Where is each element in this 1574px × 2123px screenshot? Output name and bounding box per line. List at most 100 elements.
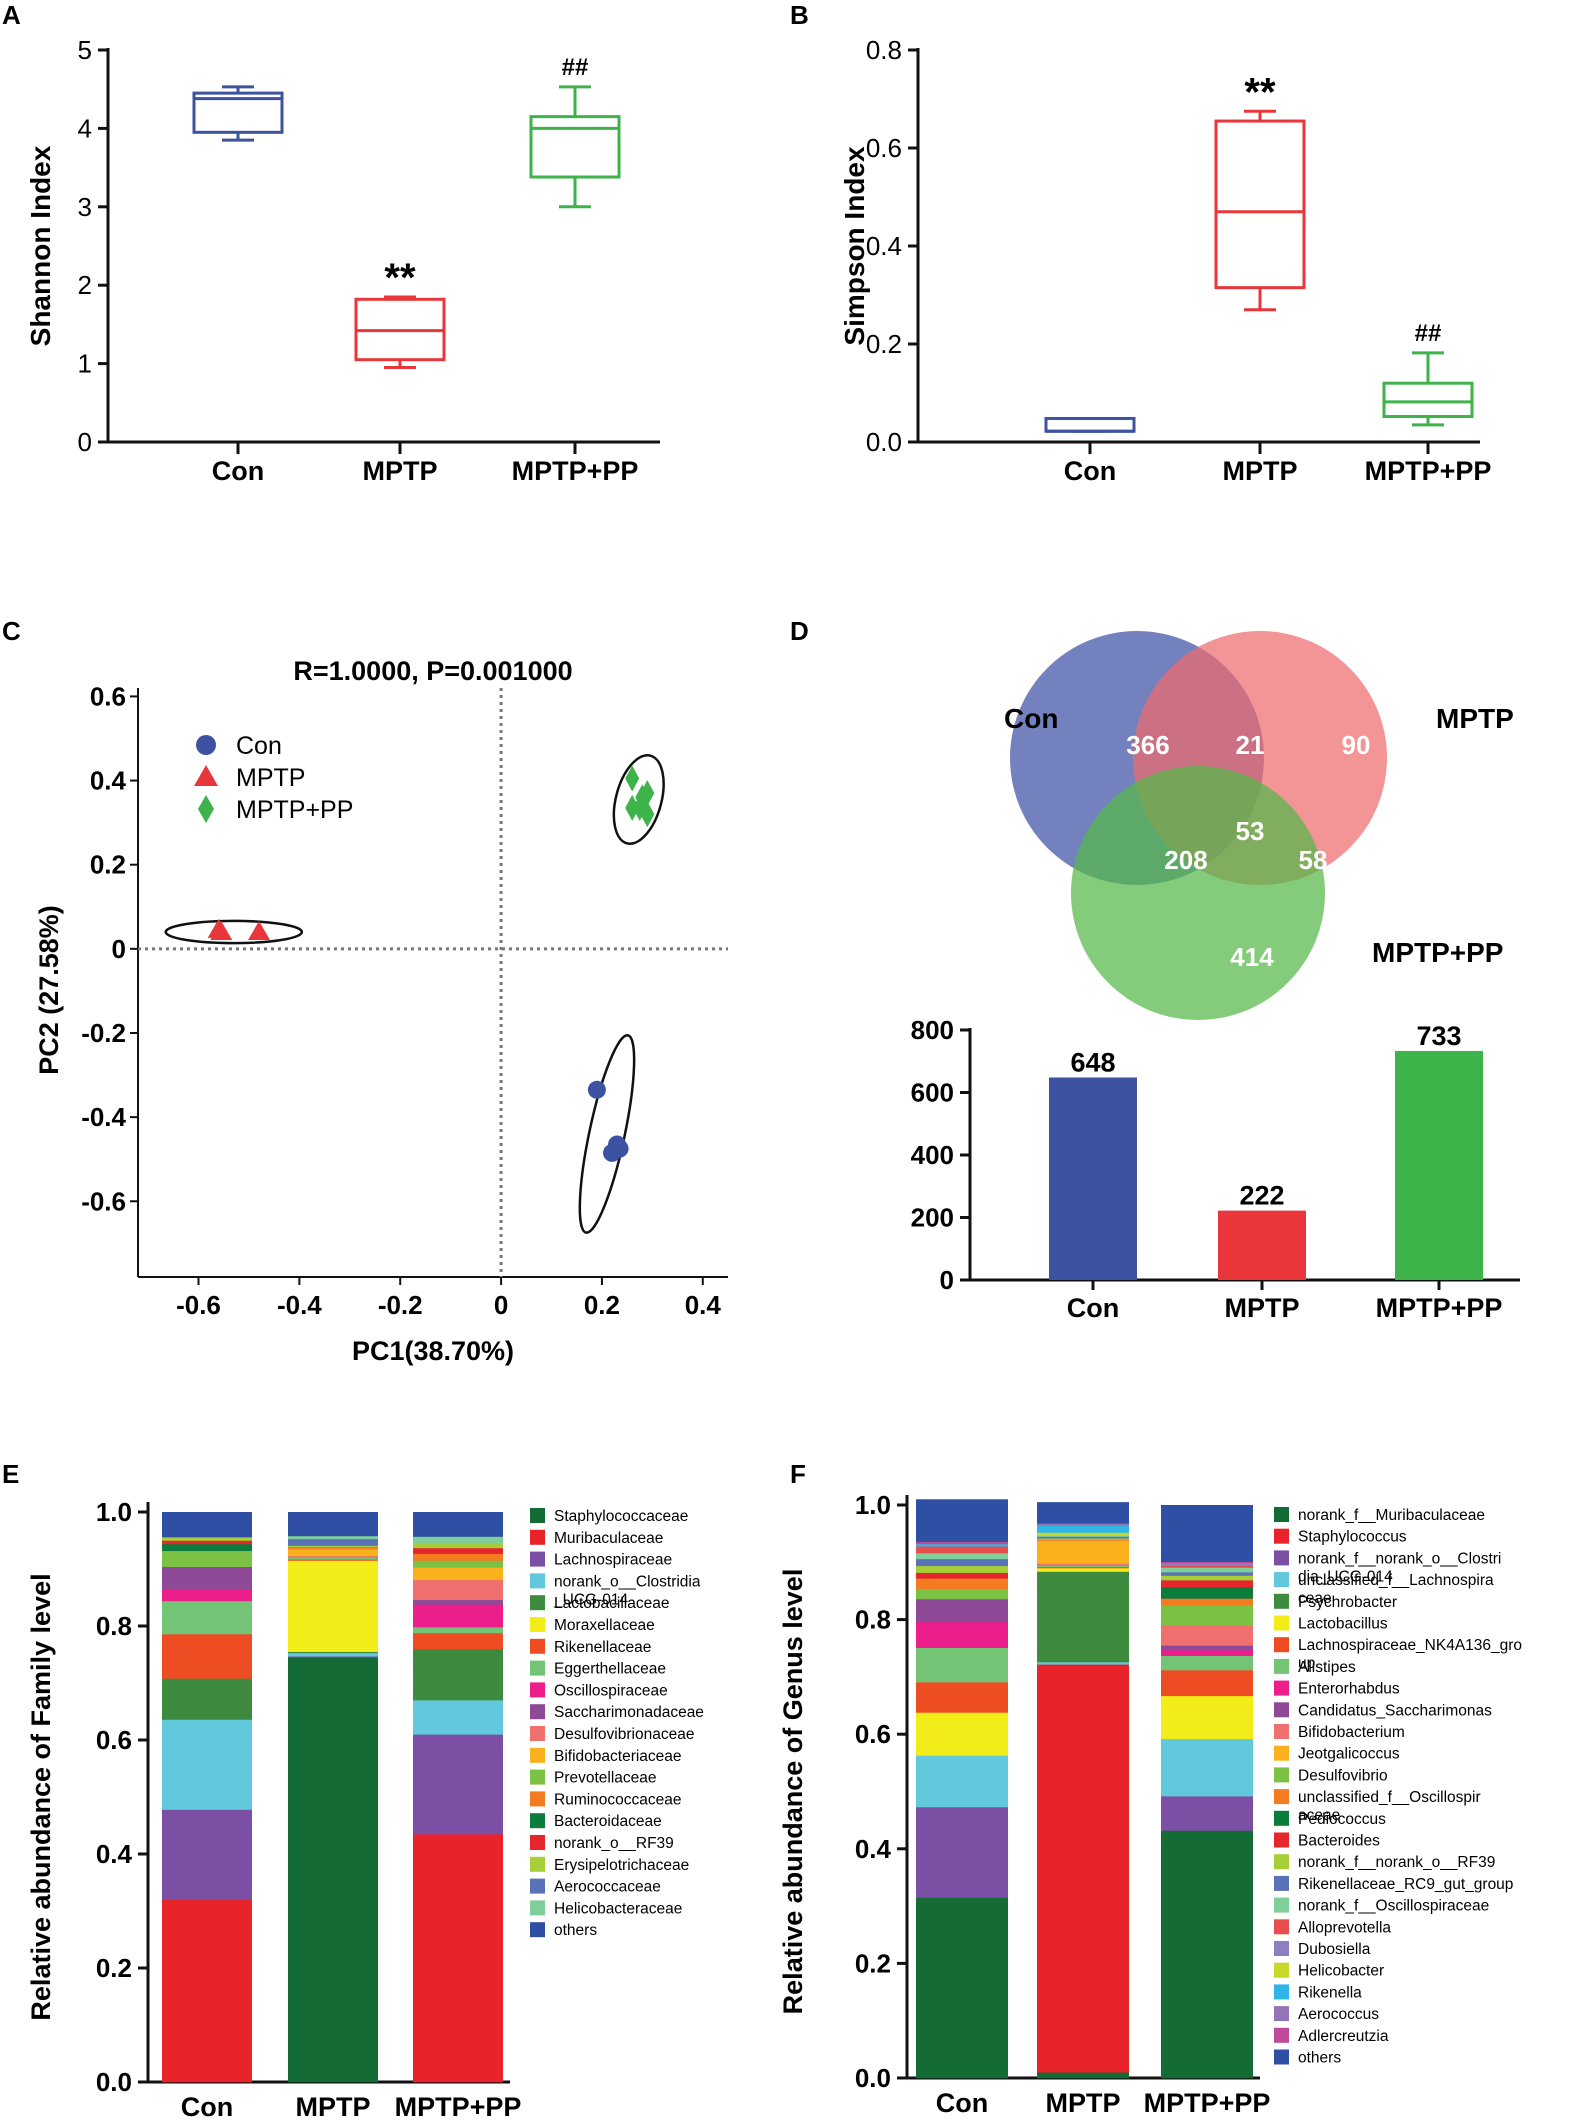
y-tick-label: 0.2: [866, 329, 902, 359]
legend-swatch: [530, 1660, 545, 1676]
stacked-segment: [1037, 1525, 1129, 1533]
stacked-segment: [1161, 1796, 1253, 1831]
legend-swatch: [1274, 1962, 1289, 1978]
panel-label-e: E: [2, 1459, 19, 1489]
bar: [1395, 1050, 1483, 1280]
stacked-segment: [1037, 1538, 1129, 1540]
legend-label: Prevotellaceae: [554, 1770, 657, 1787]
y-tick-label: 0.8: [866, 35, 902, 65]
legend-label: norank_o__Clostridia _UCG-014: [553, 1573, 701, 1608]
stacked-segment: [162, 1899, 252, 2083]
legend-swatch: [1274, 1919, 1289, 1935]
stacked-segment: [413, 1512, 503, 1537]
stacked-segment: [916, 1553, 1008, 1560]
legend-swatch: [1274, 1637, 1289, 1653]
box: [1044, 416, 1136, 433]
simpson-boxplot: 0.0 0.2 0.4 0.6 0.8 Simpson Index Con MPTP ** MPT…: [839, 35, 1491, 486]
data-point: [210, 921, 233, 941]
legend-swatch: [1274, 1832, 1289, 1848]
panel-label-d: D: [790, 616, 809, 646]
x-tick-label: MPTP: [362, 456, 437, 486]
legend-label: Muribaculaceae: [554, 1530, 663, 1547]
stacked-segment: [916, 1897, 1008, 2079]
legend-swatch: [530, 1682, 545, 1698]
legend-swatch: [530, 1922, 545, 1938]
legend-label: Bacteroidaceae: [554, 1813, 662, 1830]
y-tick-label: 1.0: [855, 1490, 891, 1520]
x-tick-label: 0.2: [584, 1290, 620, 1320]
confidence-ellipse: [164, 919, 304, 945]
stacked-segment: [1161, 1695, 1253, 1740]
x-axis-label: PC1(38.70%): [352, 1336, 514, 1366]
y-tick-label: 1: [78, 349, 92, 379]
venn-region-count: 58: [1299, 845, 1328, 875]
legend-swatch: [1274, 1984, 1289, 2000]
stacked-segment: [288, 1555, 378, 1558]
box: [1214, 119, 1306, 290]
stacked-segment: [288, 1652, 378, 1657]
legend-swatch: [1274, 1550, 1289, 1566]
y-tick-label: -0.4: [81, 1102, 126, 1132]
stacked-segment: [162, 1566, 252, 1590]
legend-swatch: [1274, 1702, 1289, 1718]
legend-label: Saccharimonadaceae: [554, 1704, 704, 1721]
stacked-segment: [916, 1546, 1008, 1554]
stacked-segment: [1037, 1535, 1129, 1537]
legend-label: Adlercreutzia: [1298, 2028, 1389, 2045]
x-tick-label: 0: [494, 1290, 508, 1320]
y-tick-label: 0.2: [90, 850, 126, 880]
data-point: [640, 801, 655, 828]
legend-swatch: [1274, 1810, 1289, 1826]
venn-region-count: 208: [1164, 845, 1207, 875]
stacked-segment: [916, 1806, 1008, 1898]
legend-label: MPTP: [236, 764, 305, 792]
legend-label: norank_o__RF39: [554, 1835, 674, 1852]
bar: [1049, 1077, 1137, 1280]
legend-label: Lactobacillaceae: [554, 1595, 669, 1612]
stacked-segment: [413, 1560, 503, 1568]
legend-swatch: [530, 1835, 545, 1850]
y-tick-label: 0.2: [96, 1953, 132, 1983]
stacked-segment: [1037, 1571, 1129, 1663]
legend-swatch: [530, 1508, 545, 1523]
stacked-segment: [288, 1557, 378, 1560]
legend-label: Staphylococcus: [1298, 1529, 1407, 1546]
stacked-segment: [1161, 1649, 1253, 1656]
bar-value-label: 222: [1239, 1181, 1284, 1211]
stacked-segment: [1161, 1830, 1253, 2079]
significance-mark: **: [1244, 70, 1276, 114]
stacked-segment: [413, 1567, 503, 1581]
stacked-segment: [1037, 1502, 1129, 1524]
data-point: [587, 1080, 606, 1099]
stacked-segment: [288, 1651, 378, 1654]
box: [1382, 381, 1474, 419]
x-tick-label: Con: [936, 2088, 988, 2118]
stacked-segment: [162, 1589, 252, 1602]
stacked-segment: [1037, 1566, 1129, 1569]
stacked-segment: [413, 1599, 503, 1605]
x-tick-label: MPTP+PP: [1144, 2088, 1271, 2118]
chart-title: R=1.0000, P=0.001000: [293, 656, 572, 686]
legend-label: Bifidobacteriaceae: [554, 1748, 682, 1765]
legend-swatch: [530, 1813, 545, 1829]
y-tick-label: 400: [911, 1140, 954, 1170]
y-tick-label: 0.6: [866, 133, 902, 163]
stacked-segment: [288, 1512, 378, 1537]
stacked-segment: [413, 1553, 503, 1561]
stacked-segment: [1161, 1670, 1253, 1697]
legend-swatch: [530, 1573, 545, 1589]
x-tick-label: MPTP+PP: [1365, 456, 1492, 486]
stacked-segment: [1161, 1598, 1253, 1606]
legend-label: Moraxellaceae: [554, 1617, 655, 1634]
legend-label: others: [1298, 2050, 1341, 2067]
legend-swatch: [1274, 1615, 1289, 1631]
stacked-segment: [1161, 1505, 1253, 1563]
y-tick-label: 0: [78, 427, 92, 457]
stacked-segment: [413, 1734, 503, 1835]
x-tick-label: MPTP: [1045, 2088, 1120, 2118]
significance-mark: ##: [562, 54, 589, 81]
legend-label: Enterorhabdus: [1298, 1681, 1400, 1698]
legend-label: Helicobacter: [1298, 1963, 1384, 1980]
x-tick-label: MPTP+PP: [512, 456, 639, 486]
x-tick-label: -0.6: [176, 1290, 221, 1320]
